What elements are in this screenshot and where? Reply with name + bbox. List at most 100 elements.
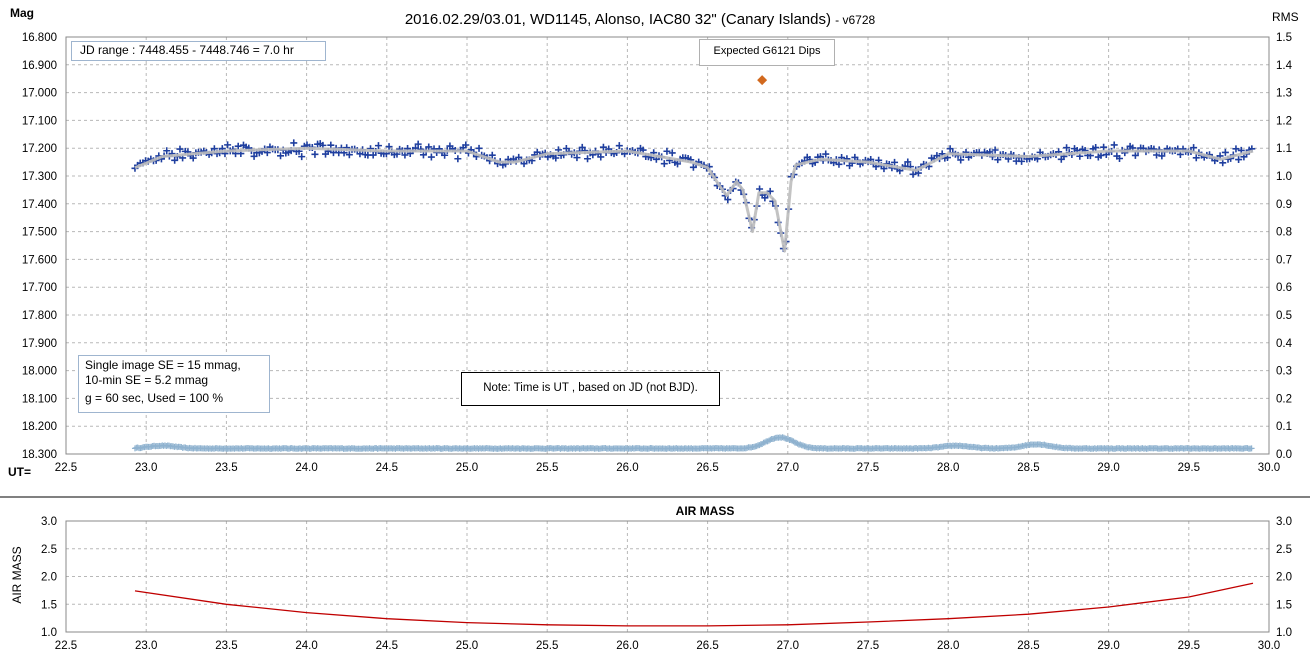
mag-point (1235, 156, 1243, 164)
main-y-tick-label: 17.900 (22, 338, 57, 350)
air-x-tick-label: 27.0 (777, 640, 799, 652)
mag-point (909, 170, 917, 178)
air-y-tick-label: 2.0 (41, 572, 57, 584)
mag-point (552, 154, 560, 162)
y-axis-label-left: Mag (10, 6, 34, 20)
main-x-tick-label: 28.5 (1017, 462, 1039, 474)
se-line-3: g = 60 sec, Used = 100 % (85, 391, 224, 405)
note-box: Note: Time is UT , based on JD (not BJD)… (461, 372, 720, 406)
main-x-tick-label: 29.0 (1097, 462, 1119, 474)
se-line-1: Single image SE = 15 mmag, (85, 358, 241, 372)
x-axis-label: UT= (8, 465, 31, 479)
air-y2-tick-label: 2.0 (1276, 572, 1292, 584)
mag-point (1063, 144, 1071, 152)
mag-point (327, 141, 335, 149)
main-x-tick-label: 22.5 (55, 462, 77, 474)
air-plot-frame (65, 520, 1270, 633)
mag-point (414, 140, 422, 148)
rms-point (928, 445, 935, 452)
airmass-line (134, 582, 1254, 627)
main-y2-tick-label: 0.5 (1276, 310, 1292, 322)
main-y2-tick-label: 1.0 (1276, 171, 1292, 183)
main-y-tick-label: 17.300 (22, 171, 57, 183)
main-x-tick-label: 30.0 (1258, 462, 1280, 474)
mag-point (533, 148, 541, 156)
air-x-tick-label: 27.5 (857, 640, 879, 652)
mag-point (891, 158, 899, 166)
airmass-y-label: AIR MASS (10, 546, 24, 603)
rms-point (767, 436, 774, 443)
main-y-tick-label: 18.100 (22, 393, 57, 405)
rms-point (761, 439, 768, 446)
mag-point (766, 187, 774, 195)
main-y-tick-label: 17.700 (22, 282, 57, 294)
smoothed-line (134, 146, 1254, 253)
main-x-tick-label: 26.0 (616, 462, 638, 474)
mag-point (1219, 159, 1227, 167)
mag-point (1097, 151, 1105, 159)
mag-point (1100, 143, 1108, 151)
air-x-tick-label: 26.5 (696, 640, 718, 652)
mag-point (1092, 144, 1100, 152)
mag-point (674, 160, 682, 168)
mag-point (946, 145, 954, 153)
mag-point (277, 152, 285, 160)
mag-point (401, 151, 409, 159)
mag-point (822, 150, 830, 158)
rms-point (780, 434, 787, 441)
mag-point (234, 142, 242, 150)
mag-point (224, 141, 232, 149)
air-x-tick-label: 28.0 (937, 640, 959, 652)
main-y2-tick-label: 0.1 (1276, 421, 1292, 433)
main-x-tick-label: 24.5 (376, 462, 398, 474)
mag-point (290, 139, 298, 147)
mag-point (668, 149, 676, 157)
mag-point (488, 151, 496, 159)
mag-point (250, 152, 258, 160)
mag-point (957, 156, 965, 164)
main-x-tick-label: 24.0 (295, 462, 317, 474)
mag-point (520, 160, 528, 168)
se-line-2: 10-min SE = 5.2 mmag (85, 373, 209, 387)
mag-point (584, 155, 592, 163)
mag-point (1116, 154, 1124, 162)
mag-point (374, 142, 382, 150)
mag-point (597, 153, 605, 161)
rms-point (748, 444, 755, 451)
main-y-tick-label: 17.600 (22, 254, 57, 266)
air-y2-tick-label: 1.0 (1276, 627, 1292, 639)
mag-point (176, 145, 184, 153)
air-x-tick-label: 25.0 (456, 640, 478, 652)
air-x-tick-label: 30.0 (1258, 640, 1280, 652)
air-x-tick-label: 25.5 (536, 640, 558, 652)
air-x-tick-label: 28.5 (1017, 640, 1039, 652)
main-y-tick-label: 17.500 (22, 227, 57, 239)
mag-point (724, 196, 732, 204)
air-x-tick-label: 29.5 (1178, 640, 1200, 652)
mag-point (615, 142, 623, 150)
mag-point (475, 144, 483, 152)
main-x-tick-label: 25.0 (456, 462, 478, 474)
main-y2-tick-label: 1.3 (1276, 88, 1292, 100)
mag-point (425, 143, 433, 151)
main-y2-tick-label: 0.8 (1276, 227, 1292, 239)
mag-point (1192, 154, 1200, 162)
main-y2-tick-label: 0.2 (1276, 393, 1292, 405)
main-y-tick-label: 16.900 (22, 60, 57, 72)
mag-point (441, 151, 449, 159)
mag-point (1232, 145, 1240, 153)
mag-point (904, 158, 912, 166)
y-axis-label-right: RMS (1272, 10, 1299, 24)
main-y-tick-label: 16.800 (22, 32, 57, 44)
main-y2-tick-label: 0.4 (1276, 338, 1293, 350)
main-y2-tick-label: 0.6 (1276, 282, 1292, 294)
rms-point (756, 442, 763, 449)
air-y2-tick-label: 1.5 (1276, 599, 1292, 611)
mag-point (419, 151, 427, 159)
rms-point (935, 444, 942, 451)
jd-range-box: JD range : 7448.455 - 7448.746 = 7.0 hr (71, 41, 326, 61)
main-y2-tick-label: 0.9 (1276, 199, 1292, 211)
mag-point (311, 150, 319, 158)
mag-point (1131, 151, 1139, 159)
rms-point (392, 445, 399, 452)
